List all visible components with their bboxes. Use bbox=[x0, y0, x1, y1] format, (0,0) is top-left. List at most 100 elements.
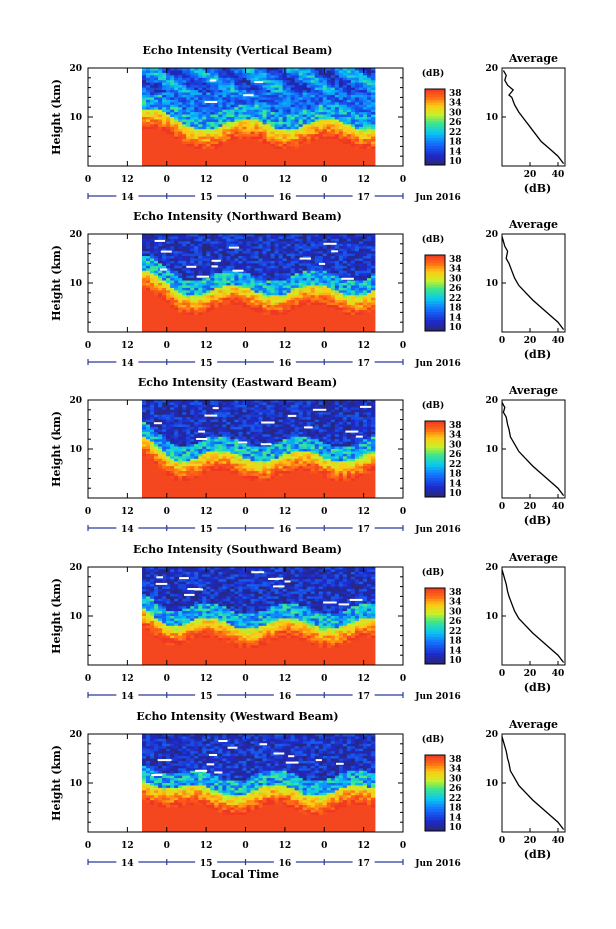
heatmap-cell bbox=[206, 117, 211, 120]
heatmap-cell bbox=[250, 287, 255, 291]
heatmap-cell bbox=[298, 234, 304, 237]
heatmap-cell bbox=[262, 92, 267, 96]
heatmap-cell bbox=[326, 314, 332, 318]
heatmap-cell bbox=[354, 295, 360, 299]
colorbar-frame bbox=[424, 88, 446, 166]
heatmap-cell bbox=[270, 134, 275, 137]
heatmap-cell bbox=[162, 280, 167, 284]
heatmap-cell bbox=[178, 268, 183, 272]
heatmap-cell bbox=[294, 253, 300, 257]
heatmap-cell bbox=[178, 280, 183, 284]
heatmap-cell bbox=[266, 302, 271, 306]
heatmap-cell bbox=[266, 280, 271, 284]
heatmap-cell bbox=[290, 295, 296, 299]
heatmap-cell bbox=[322, 292, 328, 296]
heatmap-cell bbox=[274, 287, 279, 291]
heatmap-cell bbox=[190, 163, 195, 167]
heatmap-cell bbox=[226, 75, 231, 79]
heatmap-cell bbox=[158, 251, 163, 254]
heatmap-cell bbox=[278, 283, 284, 286]
heatmap-cell bbox=[226, 121, 231, 125]
heatmap-cell bbox=[298, 329, 304, 333]
heatmap-cell bbox=[266, 236, 271, 240]
heatmap-cell bbox=[226, 256, 231, 259]
heatmap-cell bbox=[182, 124, 187, 128]
heatmap-cell bbox=[286, 94, 292, 98]
heatmap-cell bbox=[222, 136, 227, 140]
heatmap-cell bbox=[266, 258, 271, 262]
heatmap-cell bbox=[194, 119, 199, 123]
colorbar-step bbox=[425, 102, 445, 106]
heatmap-cell bbox=[142, 258, 147, 262]
heatmap-cell bbox=[258, 236, 263, 240]
heatmap-cell bbox=[262, 90, 267, 93]
heatmap-cell bbox=[210, 256, 215, 259]
heatmap-cell bbox=[274, 141, 279, 145]
heatmap-cell bbox=[330, 260, 336, 264]
heatmap-cell bbox=[234, 139, 239, 142]
heatmap-cell bbox=[314, 256, 320, 259]
heatmap-cell bbox=[354, 234, 360, 237]
heatmap-cell bbox=[302, 300, 308, 303]
heatmap-cell bbox=[342, 141, 348, 145]
heatmap-cell bbox=[174, 292, 179, 296]
heatmap-cell bbox=[190, 263, 195, 267]
heatmap-cell bbox=[158, 124, 163, 128]
heatmap-cell bbox=[262, 319, 267, 323]
heatmap-cell bbox=[270, 273, 275, 277]
heatmap-cell bbox=[314, 112, 320, 115]
heatmap-cell bbox=[314, 129, 320, 133]
heatmap-cell bbox=[146, 263, 151, 267]
heatmap-cell bbox=[302, 136, 308, 140]
colorbar-frame bbox=[424, 254, 446, 332]
heatmap-cell bbox=[330, 327, 336, 330]
heatmap-cell bbox=[354, 141, 360, 145]
heatmap-cell bbox=[298, 151, 304, 155]
heatmap-cell bbox=[210, 134, 215, 137]
heatmap-cell bbox=[142, 263, 147, 267]
heatmap-cell bbox=[238, 278, 243, 281]
heatmap-cell bbox=[330, 94, 336, 98]
heatmap-cell bbox=[274, 307, 279, 311]
heatmap-cell bbox=[354, 163, 360, 167]
heatmap-cell bbox=[274, 263, 279, 267]
heatmap-cell bbox=[366, 94, 372, 98]
heatmap-cell bbox=[202, 153, 207, 157]
heatmap-cell bbox=[362, 287, 368, 291]
heatmap-cell bbox=[158, 246, 163, 250]
heatmap-cell bbox=[314, 295, 320, 299]
heatmap-cell bbox=[326, 256, 332, 259]
heatmap-cell bbox=[330, 268, 336, 272]
heatmap-cell bbox=[182, 153, 187, 157]
heatmap-cell bbox=[350, 112, 356, 115]
heatmap-cell bbox=[326, 134, 332, 137]
heatmap-cell bbox=[182, 322, 187, 326]
heatmap-cell bbox=[206, 72, 211, 76]
heatmap-cell bbox=[246, 238, 251, 242]
heatmap-cell bbox=[250, 327, 255, 330]
heatmap-cell bbox=[366, 246, 372, 250]
heatmap-cell bbox=[326, 68, 332, 71]
heatmap-cell bbox=[162, 97, 167, 101]
heatmap-cell bbox=[322, 143, 328, 147]
heatmap-cell bbox=[370, 158, 376, 162]
heatmap-cell bbox=[270, 327, 275, 330]
heatmap-cell bbox=[182, 134, 187, 137]
heatmap-cell bbox=[306, 77, 312, 81]
heatmap-cell bbox=[142, 99, 147, 103]
heatmap-cell bbox=[270, 263, 275, 267]
heatmap-cell bbox=[250, 121, 255, 125]
heatmap-cell bbox=[246, 241, 251, 245]
heatmap-cell bbox=[330, 70, 336, 74]
heatmap-cell bbox=[302, 87, 308, 91]
heatmap-cell bbox=[314, 246, 320, 250]
heatmap-cell bbox=[254, 107, 259, 111]
heatmap-cell bbox=[186, 80, 191, 84]
heatmap-cell bbox=[318, 129, 324, 133]
heatmap-cell bbox=[298, 77, 304, 81]
heatmap-cell bbox=[190, 280, 195, 284]
heatmap-cell bbox=[354, 265, 360, 269]
heatmap-cell bbox=[170, 307, 175, 311]
heatmap-cell bbox=[186, 70, 191, 74]
heatmap-cell bbox=[226, 253, 231, 257]
